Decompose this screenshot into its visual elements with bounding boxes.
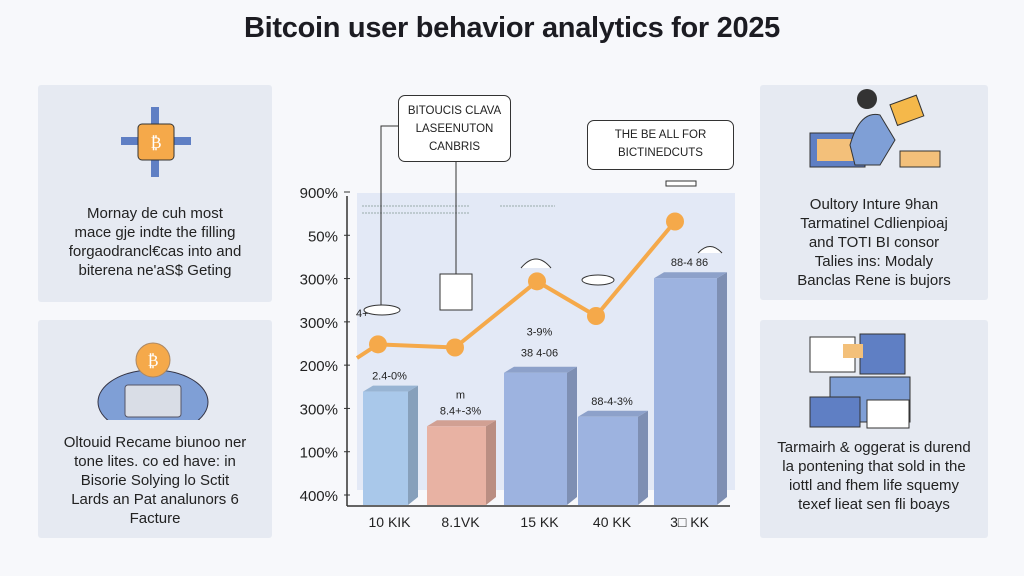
bar	[427, 426, 486, 505]
panel-text: Mornay de cuh most mace gje indte the fil…	[38, 204, 272, 280]
text-line: CANBRIS	[428, 141, 481, 153]
y-tick-label: 200%	[300, 358, 338, 375]
bar-side	[567, 366, 577, 505]
bar-side	[717, 272, 727, 505]
x-tick-label: 8.1VK	[441, 514, 480, 530]
text-line: BITOUCIS CLAVA	[407, 105, 502, 117]
line-point	[528, 272, 546, 291]
data-label: 88-4-3%	[591, 396, 633, 408]
dish-icon	[581, 274, 615, 286]
svg-text:₿: ₿	[147, 351, 158, 370]
bar-side	[486, 420, 496, 505]
bar-top	[363, 385, 418, 392]
data-label: 2.4-0%	[372, 371, 407, 383]
text-line: la pontening that sold in the	[782, 458, 966, 475]
x-tick-label: 3□ KK	[670, 514, 709, 530]
text-line: Mornay de cuh most	[87, 205, 223, 222]
page-title: Bitcoin user behavior analytics for 2025	[244, 12, 780, 44]
text-line: BICTINEDCUTS	[618, 147, 703, 159]
x-tick-label: 10 KIK	[368, 514, 411, 530]
panel-bottom-left: ₿ Oltouid Recame biunoo ner tone lites. c…	[38, 320, 272, 538]
callout-box: THE BE ALL FOR BICTINEDCUTS	[587, 120, 734, 170]
panel-text: Tarmairh & oggerat is durend la pontening…	[760, 438, 988, 514]
text-line: Talies ins: Modaly	[814, 253, 934, 270]
panel-top-right: Oultory Inture 9han Tarmatinel Cdlienpioa…	[760, 85, 988, 300]
bar	[504, 372, 567, 505]
y-tick-label: 300%	[300, 401, 338, 418]
text-line: Oltouid Recame biunoo ner	[63, 434, 247, 451]
panel-text: Oultory Inture 9han Tarmatinel Cdlienpioa…	[760, 195, 988, 290]
bar	[363, 391, 408, 505]
data-label: 3-9%	[527, 327, 553, 339]
pointer-icon	[665, 180, 697, 187]
y-tick-label: 900%	[300, 185, 338, 202]
text-line: THE BE ALL FOR	[614, 129, 707, 141]
text-line: tone lites. co ed have: in	[74, 453, 236, 470]
y-tick-label: 50%	[308, 228, 338, 245]
y-tick-label: 300%	[300, 315, 338, 332]
bar	[654, 278, 717, 505]
panel-text: Oltouid Recame biunoo ner tone lites. co …	[38, 433, 272, 528]
bar-top	[504, 366, 577, 373]
x-tick-label: 40 KK	[593, 514, 632, 530]
text-line: and TOTI BI consor	[808, 234, 940, 251]
bar-top	[578, 410, 648, 417]
bar-top	[427, 420, 496, 427]
text-line: forgaodrancl€cas into and	[68, 243, 242, 260]
dashboard-screens-icon	[809, 333, 911, 429]
line-point	[666, 212, 684, 231]
callout-box: BITOUCIS CLAVA LASEENUTON CANBRIS	[398, 95, 511, 162]
dome-icon	[520, 258, 552, 269]
line-point	[369, 335, 387, 354]
line-point	[446, 338, 464, 357]
y-tick-label: 300%	[300, 272, 338, 289]
text-line: mace gje indte the filling	[74, 224, 236, 241]
text-line: Banclas Rene is bujors	[797, 272, 951, 289]
data-label: 8.4+-3%	[440, 405, 481, 417]
text-line: Bisorie Solying lo Sctit	[80, 472, 230, 489]
text-line: Tarmairh & oggerat is durend	[777, 439, 971, 456]
panel-top-left: ₿ Mornay de cuh most mace gje indte the f…	[38, 85, 272, 302]
data-label: 38 4-06	[521, 348, 558, 360]
callout-leader	[380, 125, 398, 305]
y-tick-label: 400%	[300, 488, 338, 505]
person-with-document-icon	[809, 89, 941, 168]
text-line: Oultory Inture 9han	[809, 196, 939, 213]
panel-bottom-right: Tarmairh & oggerat is durend la pontening…	[760, 320, 988, 538]
data-label: 88-4 86	[671, 257, 708, 269]
line-point	[587, 307, 605, 325]
y-tick-label: 100%	[300, 445, 338, 462]
device-icon	[439, 273, 473, 311]
bar-side	[408, 385, 418, 505]
bar-top	[654, 272, 727, 279]
dish-icon	[363, 304, 401, 316]
bitcoin-user-laptop-icon: ₿	[97, 342, 209, 420]
text-line: LASEENUTON	[415, 123, 494, 135]
text-line: texef lieat sen fli boays	[798, 496, 950, 513]
text-line: Tarmatinel Cdlienpioaj	[800, 215, 948, 232]
data-label: m	[456, 389, 465, 401]
text-line: Facture	[129, 510, 181, 527]
dome-icon	[697, 246, 723, 254]
bar	[578, 416, 638, 505]
x-tick-label: 15 KK	[520, 514, 559, 530]
bar-side	[638, 410, 648, 505]
text-line: Lards an Pat analunors 6	[71, 491, 239, 508]
bitcoin-circuit-icon: ₿	[121, 107, 191, 177]
text-line: iottl and fhem life squemy	[788, 477, 960, 494]
text-line: biterena ne'aS$ Geting	[78, 262, 232, 279]
svg-text:₿: ₿	[150, 133, 161, 152]
